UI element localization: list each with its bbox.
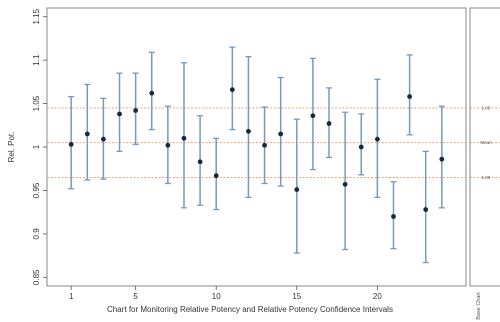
x-tick-label: 5 (133, 292, 138, 301)
potency-points (68, 87, 445, 219)
potency-point (423, 207, 429, 212)
potency-point (149, 90, 155, 96)
potency-point (181, 135, 187, 141)
x-tick-label: 20 (373, 292, 382, 301)
potency-point (391, 214, 396, 219)
potency-point (310, 113, 316, 119)
y-tick-label: 1.05 (32, 95, 41, 111)
potency-point (213, 173, 219, 179)
side-panel (469, 7, 500, 287)
reference-line-label: Mean (480, 140, 492, 145)
potency-point (117, 111, 122, 117)
plot-panel (46, 7, 467, 287)
y-axis: 0.85 0.9 0.95 1 1.05 1.1 1.15 (32, 8, 47, 285)
x-axis: 1 5 10 15 20 (69, 286, 382, 301)
potency-point (342, 181, 348, 187)
side-panel-label: Base Chart (476, 292, 482, 320)
x-tick-label: 1 (69, 292, 74, 301)
y-tick-label: 0.85 (32, 269, 41, 285)
potency-point (133, 108, 139, 113)
y-tick-label: 0.9 (32, 228, 41, 240)
potency-point (165, 142, 171, 148)
x-axis-title: Chart for Monitoring Relative Potency an… (107, 305, 393, 314)
potency-point (84, 131, 90, 137)
reference-line-label: 1.05 (482, 105, 491, 110)
potency-point (294, 187, 300, 192)
y-tick-label: 1.15 (32, 8, 41, 24)
reference-lines: 1.05 Mean 1.00 (47, 105, 500, 180)
potency-point (68, 141, 74, 147)
y-tick-label: 0.95 (32, 182, 41, 198)
x-tick-label: 10 (212, 292, 221, 301)
potency-point (246, 128, 251, 134)
potency-point (407, 94, 412, 100)
reference-line-label: 1.00 (482, 175, 491, 180)
potency-point (358, 144, 364, 150)
potency-point (197, 159, 203, 165)
potency-point (326, 121, 332, 126)
potency-point (374, 136, 380, 142)
y-tick-label: 1.1 (32, 54, 41, 66)
potency-point (101, 136, 106, 142)
potency-point (229, 87, 235, 93)
potency-point (439, 156, 445, 162)
y-axis-title: Rel. Pot. (7, 132, 16, 163)
potency-point (278, 131, 284, 137)
x-tick-label: 15 (292, 292, 301, 301)
potency-point (262, 142, 267, 148)
y-tick-label: 1 (32, 144, 41, 149)
